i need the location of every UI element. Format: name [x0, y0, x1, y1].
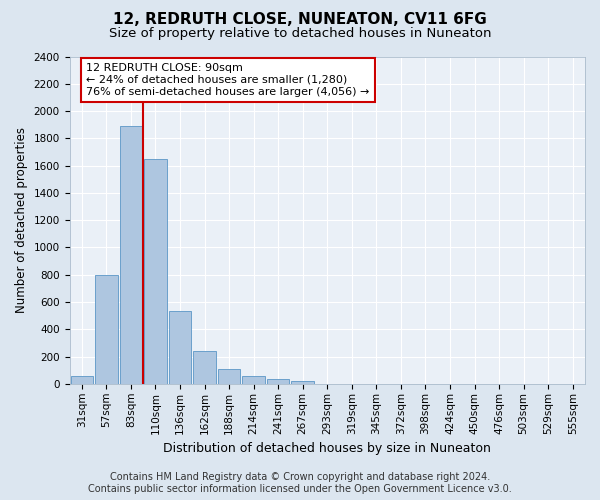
Bar [144, 159, 167, 384]
Bar [193, 351, 216, 384]
Bar [119, 126, 142, 384]
Bar [267, 379, 289, 384]
Text: Size of property relative to detached houses in Nuneaton: Size of property relative to detached ho… [109, 28, 491, 40]
Text: 12, REDRUTH CLOSE, NUNEATON, CV11 6FG: 12, REDRUTH CLOSE, NUNEATON, CV11 6FG [113, 12, 487, 28]
X-axis label: Distribution of detached houses by size in Nuneaton: Distribution of detached houses by size … [163, 442, 491, 455]
Bar [292, 381, 314, 384]
Bar [218, 369, 241, 384]
Text: Contains HM Land Registry data © Crown copyright and database right 2024.
Contai: Contains HM Land Registry data © Crown c… [88, 472, 512, 494]
Bar [95, 275, 118, 384]
Bar [71, 376, 93, 384]
Bar [169, 311, 191, 384]
Text: 12 REDRUTH CLOSE: 90sqm
← 24% of detached houses are smaller (1,280)
76% of semi: 12 REDRUTH CLOSE: 90sqm ← 24% of detache… [86, 64, 370, 96]
Bar [242, 376, 265, 384]
Y-axis label: Number of detached properties: Number of detached properties [15, 127, 28, 313]
